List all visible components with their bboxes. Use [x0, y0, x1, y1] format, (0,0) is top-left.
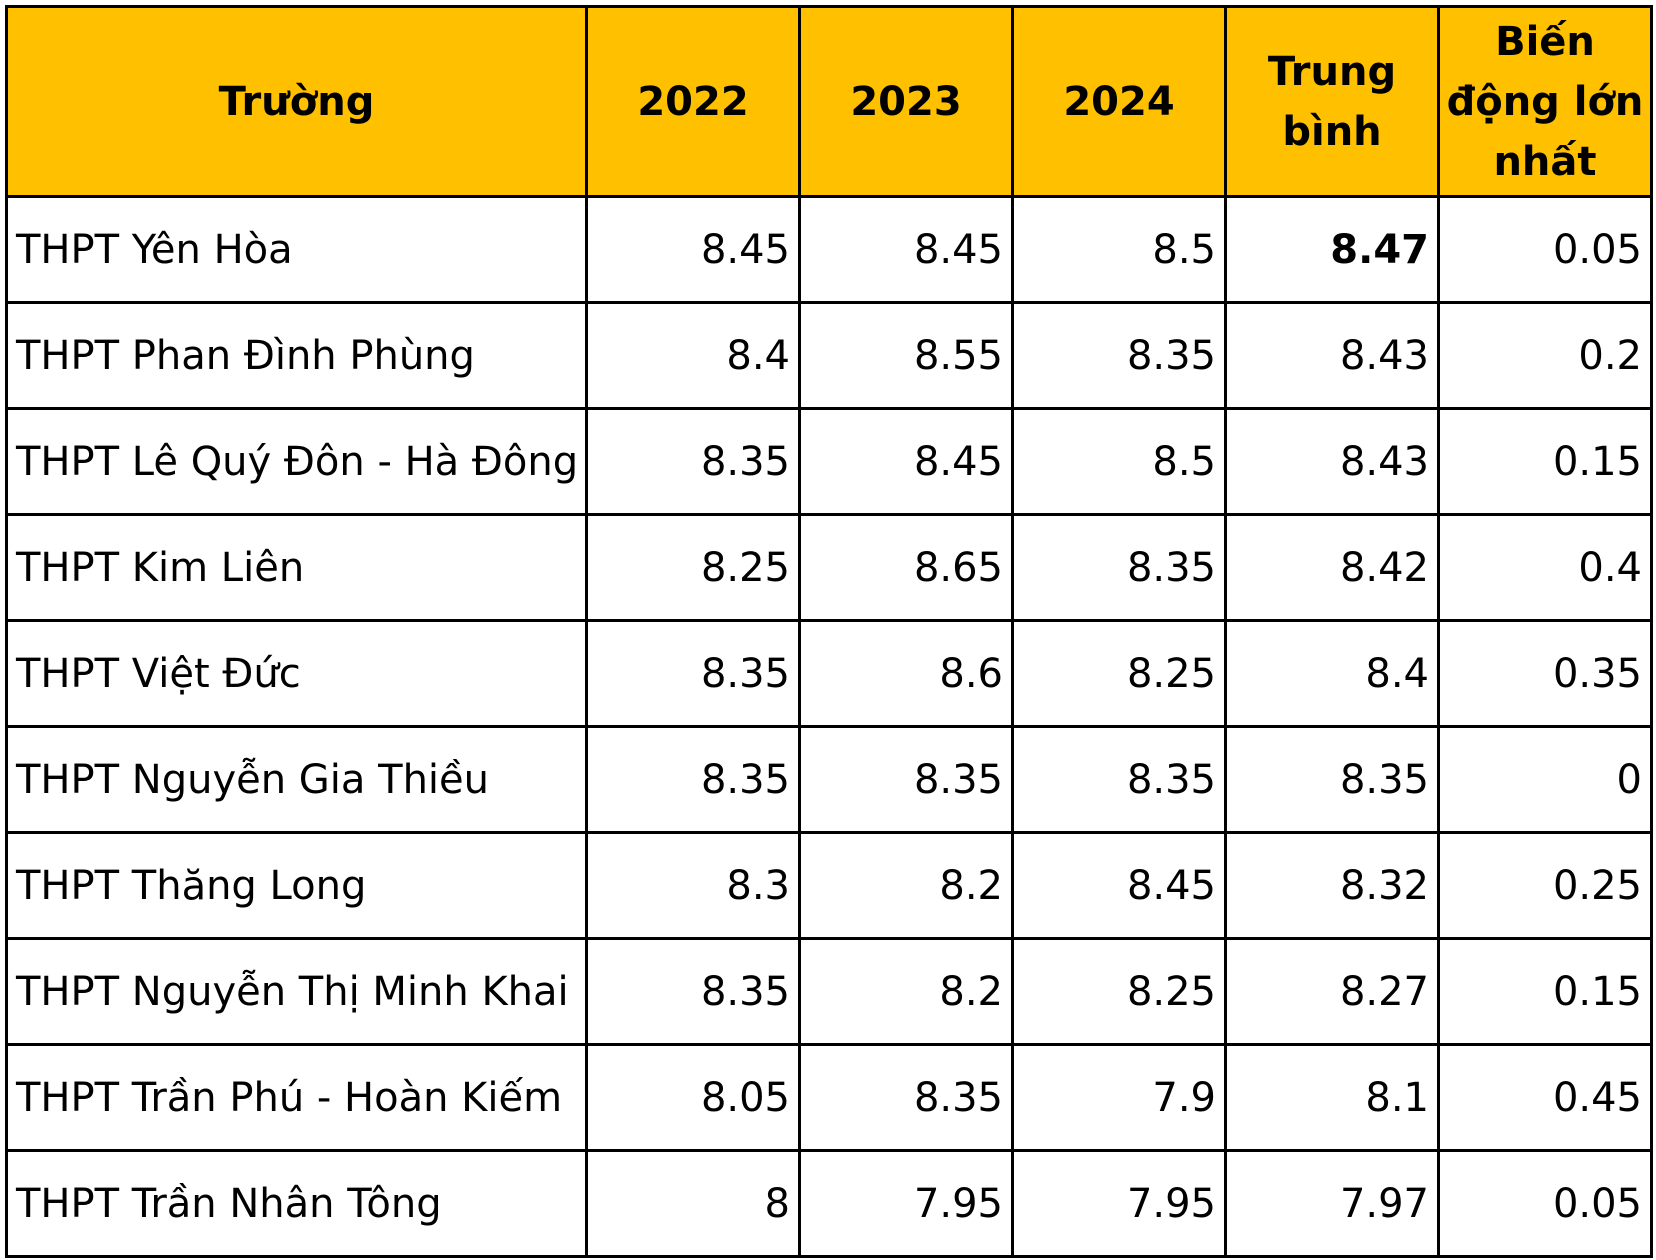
cell-2024: 8.35 [1011, 513, 1227, 622]
cell-school: THPT Phan Đình Phùng [5, 301, 588, 410]
cell-2023: 8.6 [798, 619, 1014, 728]
cell-2022: 8.35 [585, 725, 801, 834]
table-row: THPT Yên Hòa 8.45 8.45 8.5 8.47 0.05 [5, 195, 1653, 304]
cell-max-change: 0.25 [1437, 831, 1653, 940]
cell-average: 8.32 [1224, 831, 1440, 940]
cell-2024: 8.35 [1011, 301, 1227, 410]
cell-average: 8.4 [1224, 619, 1440, 728]
cell-school: THPT Nguyễn Thị Minh Khai [5, 937, 588, 1046]
header-max-change: Biến động lớn nhất [1437, 5, 1653, 198]
cell-2023: 8.55 [798, 301, 1014, 410]
cell-2022: 8.35 [585, 619, 801, 728]
header-school: Trường [5, 5, 588, 198]
cell-2024: 7.95 [1011, 1149, 1227, 1258]
cell-2022: 8.3 [585, 831, 801, 940]
cell-max-change: 0.05 [1437, 195, 1653, 304]
cell-2024: 8.25 [1011, 619, 1227, 728]
table-row: THPT Phan Đình Phùng 8.4 8.55 8.35 8.43 0.2 [5, 301, 1653, 410]
school-scores-table: Trường 2022 2023 2024 Trung bình Biến độ… [5, 5, 1653, 1258]
cell-max-change: 0.45 [1437, 1043, 1653, 1152]
header-row: Trường 2022 2023 2024 Trung bình Biến độ… [5, 5, 1653, 198]
cell-max-change: 0.35 [1437, 619, 1653, 728]
cell-school: THPT Nguyễn Gia Thiều [5, 725, 588, 834]
table-row: THPT Kim Liên 8.25 8.65 8.35 8.42 0.4 [5, 513, 1653, 622]
table-row: THPT Nguyễn Thị Minh Khai 8.35 8.2 8.25 8.27… [5, 937, 1653, 1046]
header-2023: 2023 [798, 5, 1014, 198]
cell-2023: 8.45 [798, 195, 1014, 304]
cell-2024: 8.25 [1011, 937, 1227, 1046]
cell-max-change: 0.05 [1437, 1149, 1653, 1258]
cell-school: THPT Yên Hòa [5, 195, 588, 304]
cell-2024: 7.9 [1011, 1043, 1227, 1152]
cell-school: THPT Lê Quý Đôn - Hà Đông [5, 407, 588, 516]
cell-average: 8.43 [1224, 407, 1440, 516]
cell-2022: 8 [585, 1149, 801, 1258]
table-row: THPT Trần Nhân Tông 8 7.95 7.95 7.97 0.05 [5, 1149, 1653, 1258]
table-row: THPT Trần Phú - Hoàn Kiếm 8.05 8.35 7.9 8.1 0… [5, 1043, 1653, 1152]
cell-2022: 8.35 [585, 937, 801, 1046]
cell-2022: 8.35 [585, 407, 801, 516]
header-2022: 2022 [585, 5, 801, 198]
cell-school: THPT Trần Nhân Tông [5, 1149, 588, 1258]
cell-average: 8.43 [1224, 301, 1440, 410]
table-row: THPT Lê Quý Đôn - Hà Đông 8.35 8.45 8.5 8.43… [5, 407, 1653, 516]
cell-school: THPT Thăng Long [5, 831, 588, 940]
cell-max-change: 0.15 [1437, 937, 1653, 1046]
cell-average: 8.42 [1224, 513, 1440, 622]
table-header: Trường 2022 2023 2024 Trung bình Biến độ… [5, 5, 1653, 198]
cell-2023: 8.2 [798, 937, 1014, 1046]
table-row: THPT Thăng Long 8.3 8.2 8.45 8.32 0.25 [5, 831, 1653, 940]
cell-school: THPT Việt Đức [5, 619, 588, 728]
header-average: Trung bình [1224, 5, 1440, 198]
cell-average: 8.47 [1224, 195, 1440, 304]
cell-2022: 8.25 [585, 513, 801, 622]
cell-2023: 8.35 [798, 725, 1014, 834]
cell-max-change: 0.4 [1437, 513, 1653, 622]
cell-2023: 7.95 [798, 1149, 1014, 1258]
cell-average: 8.1 [1224, 1043, 1440, 1152]
cell-2022: 8.05 [585, 1043, 801, 1152]
cell-2023: 8.45 [798, 407, 1014, 516]
cell-max-change: 0.15 [1437, 407, 1653, 516]
table-row: THPT Nguyễn Gia Thiều 8.35 8.35 8.35 8.35 0 [5, 725, 1653, 834]
cell-2023: 8.65 [798, 513, 1014, 622]
cell-max-change: 0.2 [1437, 301, 1653, 410]
cell-average: 8.35 [1224, 725, 1440, 834]
cell-2024: 8.5 [1011, 407, 1227, 516]
cell-2024: 8.5 [1011, 195, 1227, 304]
cell-2023: 8.2 [798, 831, 1014, 940]
table-body: THPT Yên Hòa 8.45 8.45 8.5 8.47 0.05 THPT Phan… [5, 195, 1653, 1258]
cell-school: THPT Trần Phú - Hoàn Kiếm [5, 1043, 588, 1152]
cell-2022: 8.4 [585, 301, 801, 410]
cell-average: 7.97 [1224, 1149, 1440, 1258]
cell-2024: 8.45 [1011, 831, 1227, 940]
cell-max-change: 0 [1437, 725, 1653, 834]
cell-2023: 8.35 [798, 1043, 1014, 1152]
cell-2024: 8.35 [1011, 725, 1227, 834]
cell-2022: 8.45 [585, 195, 801, 304]
cell-average: 8.27 [1224, 937, 1440, 1046]
cell-school: THPT Kim Liên [5, 513, 588, 622]
header-2024: 2024 [1011, 5, 1227, 198]
table-row: THPT Việt Đức 8.35 8.6 8.25 8.4 0.35 [5, 619, 1653, 728]
